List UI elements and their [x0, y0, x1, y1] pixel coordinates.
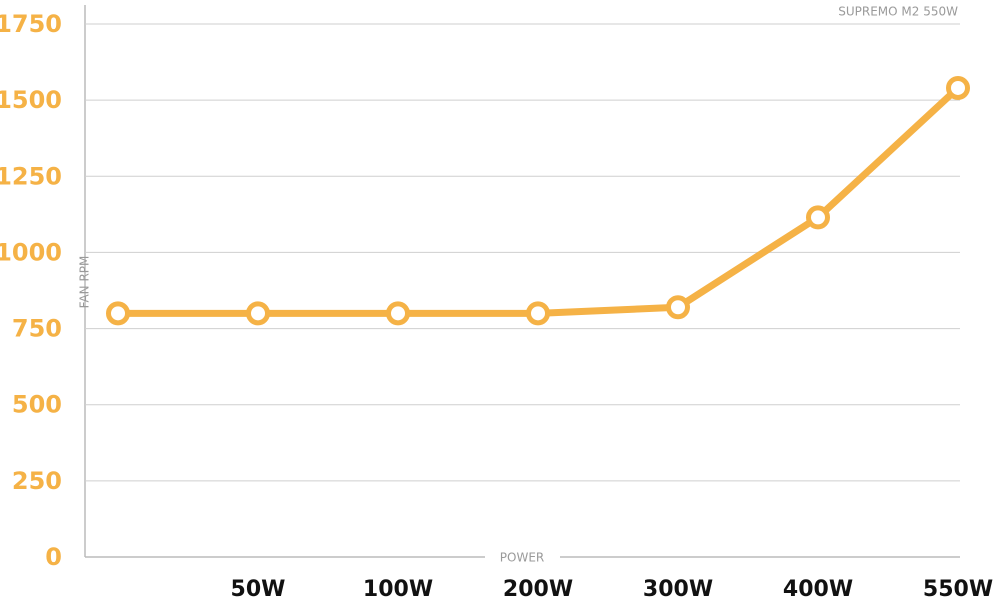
y-tick-label: 0	[45, 543, 62, 571]
data-point	[666, 295, 690, 320]
y-tick-label: 750	[12, 315, 62, 343]
x-tick-label: 550W	[923, 577, 993, 602]
y-tick-label: 1000	[0, 238, 62, 266]
x-tick-label: 100W	[363, 577, 433, 602]
data-point	[946, 75, 970, 100]
x-tick-label: 400W	[783, 577, 853, 602]
y-tick-label: 1750	[0, 10, 62, 38]
data-point	[386, 301, 410, 326]
x-tick-label: 300W	[643, 577, 713, 602]
chart-title: SUPREMO M2 550W	[838, 5, 958, 19]
data-point	[246, 301, 270, 326]
x-tick-label: 50W	[231, 577, 286, 602]
x-label-bg	[485, 548, 560, 566]
y-tick-label: 1500	[0, 86, 62, 114]
series-line	[118, 85, 961, 317]
y-tick-label: 1250	[0, 162, 62, 190]
x-axis-label: POWER	[500, 551, 544, 565]
data-point	[106, 301, 130, 326]
data-point	[526, 301, 550, 326]
y-tick-label: 250	[12, 467, 62, 495]
data-point	[806, 205, 830, 230]
x-tick-label: 200W	[503, 577, 573, 602]
y-tick-label: 500	[12, 391, 62, 419]
y-axis-label: FAN RPM	[78, 256, 92, 309]
